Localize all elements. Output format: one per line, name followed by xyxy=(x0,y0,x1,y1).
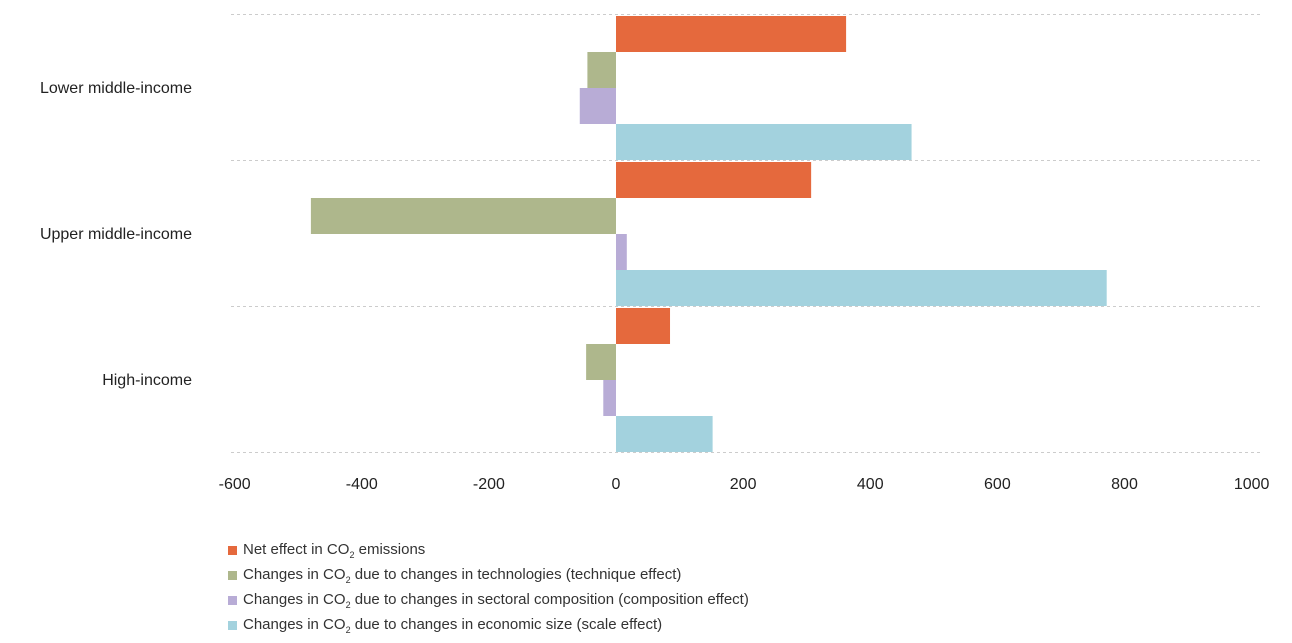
legend-label-composition-effect: Changes in CO2 due to changes in sectora… xyxy=(243,591,749,610)
category-label: Upper middle-income xyxy=(40,226,192,243)
category-label: Lower middle-income xyxy=(40,80,192,97)
legend-swatch-net-effect xyxy=(228,546,237,555)
bar-composition-effect xyxy=(616,234,627,270)
bar-composition-effect xyxy=(579,88,616,124)
bar-technique-effect xyxy=(310,198,616,234)
legend-label-scale-effect: Changes in CO2 due to changes in economi… xyxy=(243,616,663,635)
legend-item-composition-effect: Changes in CO2 due to changes in sectora… xyxy=(228,588,749,613)
bar-net-effect xyxy=(616,16,847,52)
bar-technique-effect xyxy=(586,344,616,380)
bar-net-effect xyxy=(616,162,812,198)
x-tick-label: 200 xyxy=(730,476,757,493)
bar-net-effect xyxy=(616,308,671,344)
legend-swatch-composition-effect xyxy=(228,596,237,605)
legend-label-technique-effect: Changes in CO2 due to changes in technol… xyxy=(243,566,682,585)
bar-layer xyxy=(310,16,1107,452)
legend-swatch-technique-effect xyxy=(228,571,237,580)
x-tick-label: 600 xyxy=(984,476,1011,493)
legend-item-net-effect: Net effect in CO2 emissions xyxy=(228,538,749,563)
x-tick-label: 800 xyxy=(1111,476,1138,493)
bar-scale-effect xyxy=(616,124,912,160)
x-tick-label: -400 xyxy=(346,476,378,493)
bar-composition-effect xyxy=(603,380,616,416)
grid-layer xyxy=(231,14,1262,453)
x-tick-label: -600 xyxy=(219,476,251,493)
x-tick-label: 0 xyxy=(612,476,621,493)
legend-swatch-scale-effect xyxy=(228,621,237,630)
bar-scale-effect xyxy=(616,270,1107,306)
bar-technique-effect xyxy=(587,52,616,88)
x-tick-label: 1000 xyxy=(1234,476,1270,493)
x-tick-label: -200 xyxy=(473,476,505,493)
legend: Net effect in CO2 emissions Changes in C… xyxy=(228,538,749,638)
legend-item-technique-effect: Changes in CO2 due to changes in technol… xyxy=(228,563,749,588)
category-label: High-income xyxy=(102,372,192,389)
label-layer: Lower middle-income Upper middle-income Hi… xyxy=(40,80,1270,493)
x-tick-label: 400 xyxy=(857,476,884,493)
bar-scale-effect xyxy=(616,416,713,452)
legend-item-scale-effect: Changes in CO2 due to changes in economi… xyxy=(228,613,749,638)
legend-label-net-effect: Net effect in CO2 emissions xyxy=(243,541,426,560)
